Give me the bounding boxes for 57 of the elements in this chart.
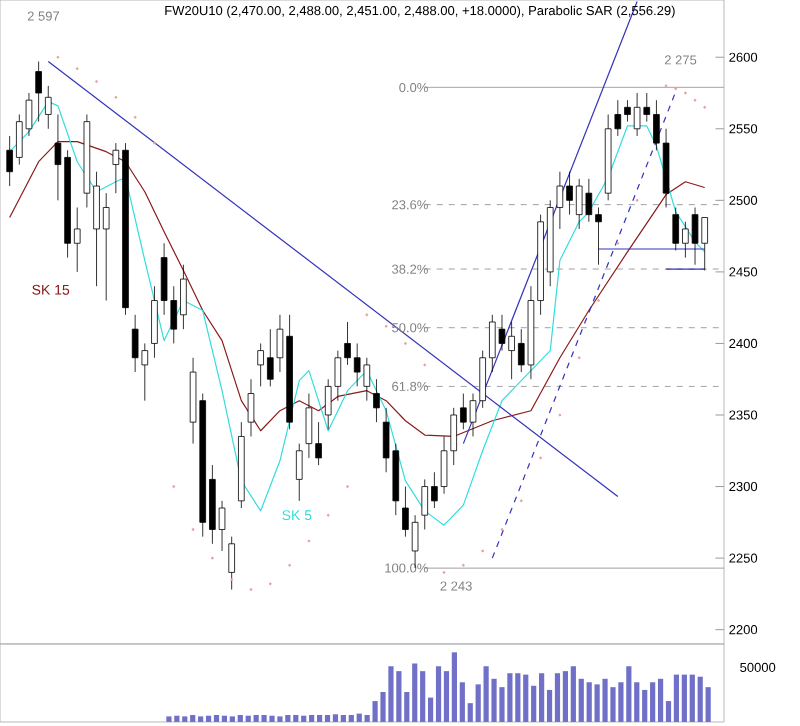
bar (237, 715, 243, 722)
bar (388, 666, 394, 722)
bar (554, 673, 561, 722)
candlestick (228, 536, 235, 590)
bar (198, 716, 204, 722)
bar (602, 678, 608, 722)
bar (245, 715, 251, 722)
bar (396, 671, 402, 722)
bar (324, 715, 331, 722)
bar (689, 674, 695, 722)
bar (340, 715, 346, 722)
bar (451, 652, 457, 722)
bar (277, 716, 283, 722)
bar (356, 713, 362, 722)
bar (174, 715, 180, 722)
bar (626, 666, 632, 722)
bar (673, 674, 680, 722)
bar (301, 715, 307, 722)
bar (285, 715, 291, 722)
bar (562, 671, 568, 722)
bar (657, 678, 664, 722)
bar (332, 714, 339, 722)
candlestick (373, 378, 380, 423)
bar (316, 715, 323, 722)
candlestick (295, 443, 303, 502)
bar (182, 716, 188, 722)
bar (213, 715, 220, 722)
bar (348, 715, 354, 722)
bar (269, 715, 275, 722)
bar (642, 689, 648, 722)
bar (221, 715, 228, 722)
bar (697, 676, 703, 722)
bar (594, 684, 600, 722)
candlestick (35, 61, 42, 123)
bar (507, 673, 513, 722)
bar (293, 715, 299, 722)
candlestick (44, 85, 52, 130)
candlestick (247, 378, 255, 437)
bar (261, 715, 267, 722)
bar (539, 673, 545, 722)
bar (190, 715, 196, 722)
bar (570, 666, 576, 722)
bar (586, 682, 592, 722)
bar (253, 715, 259, 722)
bar (229, 716, 235, 722)
bar (523, 674, 529, 722)
bar (435, 666, 442, 722)
bar (166, 716, 172, 722)
bar (420, 671, 426, 722)
bar (515, 673, 521, 722)
bar (650, 682, 656, 722)
bar (412, 663, 418, 722)
bar (681, 674, 687, 722)
bar (483, 666, 489, 722)
bar (309, 715, 315, 722)
bar (205, 715, 212, 722)
bar (610, 687, 616, 722)
